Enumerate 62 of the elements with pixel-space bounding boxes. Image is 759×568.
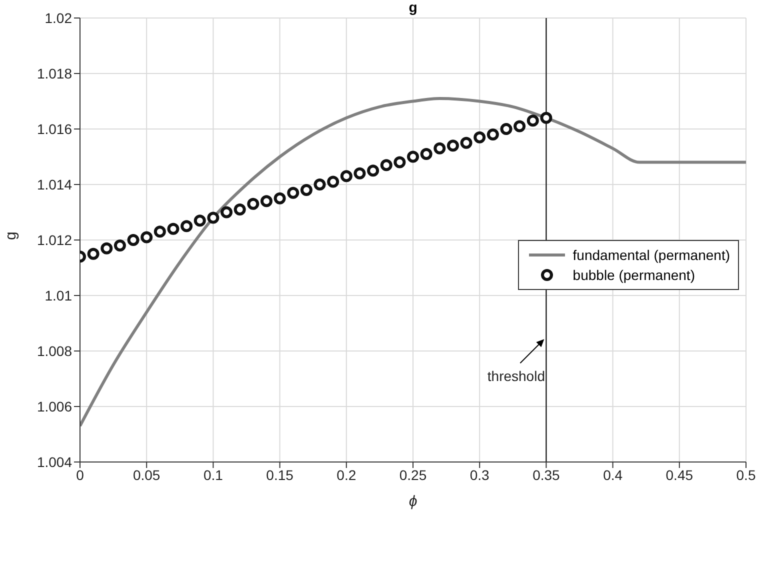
y-tick-label: 1.012 — [36, 232, 72, 248]
point — [180, 220, 193, 232]
x-tick-label: 0.1 — [203, 466, 224, 483]
x-tick-label: 0.05 — [132, 466, 160, 483]
point — [114, 240, 126, 252]
point — [247, 198, 260, 210]
point — [127, 234, 140, 246]
point — [500, 123, 512, 135]
legend-label: fundamental (permanent) — [572, 246, 730, 265]
y-tick-label: 1.008 — [36, 342, 72, 359]
annotation: threshold — [487, 368, 545, 384]
point — [207, 212, 220, 224]
point — [314, 178, 326, 190]
point — [234, 203, 246, 216]
y-tick-label: 1.016 — [36, 120, 72, 137]
point — [287, 186, 300, 199]
line-series — [80, 96, 746, 428]
x-tick-label: 0.45 — [666, 466, 694, 483]
x-tick-label: 0.35 — [532, 466, 560, 483]
x-tick-label: 0 — [76, 466, 84, 483]
point — [154, 226, 166, 238]
point — [274, 192, 286, 204]
point — [460, 136, 472, 149]
point — [380, 159, 392, 172]
x-axis-title: ϕ — [408, 493, 418, 510]
point — [434, 142, 446, 154]
point — [327, 176, 340, 188]
y-tick-label: 1.02 — [44, 10, 72, 26]
point — [354, 167, 366, 180]
point — [474, 131, 486, 144]
y-tick-label: 1.006 — [36, 398, 72, 414]
x-tick-label: 0.2 — [336, 466, 356, 483]
point — [446, 140, 459, 152]
point — [526, 114, 539, 127]
point — [140, 231, 153, 244]
legend-label: bubble (permanent) — [572, 266, 695, 285]
y-tick-label: 1.014 — [36, 176, 72, 192]
x-tick-label: 0.3 — [470, 466, 490, 483]
y-tick-label: 1.01 — [44, 287, 72, 304]
y-tick-label: 1.018 — [36, 65, 72, 82]
x-tick-label: 0.5 — [736, 466, 756, 483]
point — [407, 150, 419, 163]
chart-title: g — [408, 0, 418, 15]
point — [420, 148, 432, 160]
point — [220, 206, 233, 218]
point — [340, 170, 352, 182]
x-tick-label: 0.25 — [399, 466, 427, 483]
point — [514, 120, 526, 132]
point — [100, 242, 113, 254]
y-tick-label: 1.004 — [36, 454, 72, 470]
point — [167, 222, 180, 235]
point — [367, 164, 380, 177]
y-axis-title: g — [2, 232, 20, 240]
point — [260, 195, 272, 208]
point — [300, 184, 312, 196]
x-tick-label: 0.15 — [266, 466, 294, 483]
point — [394, 156, 406, 168]
point — [87, 248, 100, 260]
point — [486, 128, 499, 141]
point — [540, 112, 552, 124]
point — [194, 214, 206, 227]
x-tick-label: 0.4 — [603, 466, 623, 483]
